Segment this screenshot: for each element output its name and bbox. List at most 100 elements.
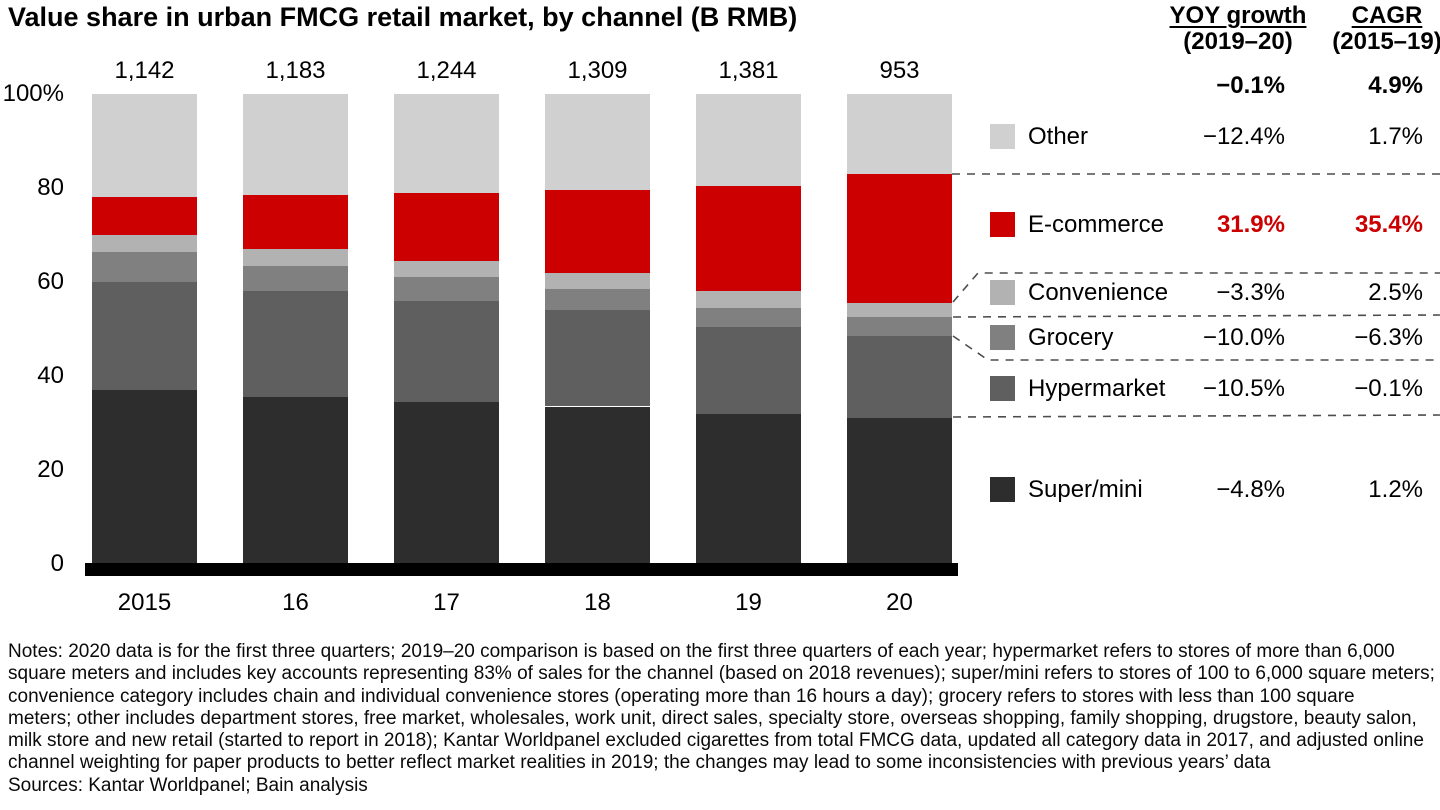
x-axis-label: 16 — [282, 589, 309, 616]
bar-total-label: 1,142 — [114, 57, 175, 84]
x-axis-label: 19 — [735, 589, 762, 616]
y-axis-tick-label: 40 — [37, 362, 64, 389]
grocery-yoy-value: −10.0% — [1202, 324, 1285, 351]
bar-segment-e-commerce — [243, 195, 348, 250]
bar-segment-e-commerce — [92, 197, 197, 235]
total-cagr-value: 4.9% — [1368, 72, 1423, 99]
super-mini-swatch-icon — [990, 477, 1015, 502]
y-axis-tick-label: 0 — [50, 550, 64, 577]
bar-segment-other — [92, 94, 197, 198]
hypermarket-swatch-icon — [990, 376, 1015, 401]
x-axis-line — [85, 563, 958, 576]
note-line: milk store and new retail (started to re… — [8, 730, 1424, 752]
super-mini-cagr-value: 1.2% — [1368, 476, 1423, 503]
bar-segment-convenience — [696, 291, 801, 308]
bar-total-label: 1,309 — [567, 57, 628, 84]
grocery-cagr-value: −6.3% — [1354, 324, 1423, 351]
bar-segment-other — [243, 94, 348, 195]
bar-segment-convenience — [92, 235, 197, 252]
note-line: meters; other includes department stores… — [8, 707, 1417, 729]
x-axis-label: 17 — [433, 589, 460, 616]
bar-segment-super-mini — [545, 406, 650, 564]
bar-total-label: 1,381 — [718, 57, 779, 84]
bar-total-label: 1,183 — [265, 57, 326, 84]
bar-segment-other — [394, 94, 499, 193]
x-axis-label: 20 — [886, 589, 913, 616]
legend-row-super-mini: Super/mini −4.8% 1.2% — [990, 477, 1440, 503]
yoy-growth-header-period: (2019–20) — [1183, 28, 1293, 55]
y-axis: 100% 80 60 40 20 0 — [0, 0, 64, 600]
yoy-growth-header-title: YOY growth — [1169, 2, 1307, 29]
bar-total-label: 953 — [879, 57, 920, 84]
legend-label-hypermarket: Hypermarket — [1028, 375, 1166, 402]
legend-row-other: Other −12.4% 1.7% — [990, 124, 1440, 150]
chart-title: Value share in urban FMCG retail market,… — [8, 2, 798, 32]
bar-segment-convenience — [243, 249, 348, 266]
cagr-column-header: CAGR (2015–19) — [1328, 3, 1440, 55]
note-line: square meters and includes key accounts … — [8, 663, 1435, 685]
bar-segment-e-commerce — [394, 192, 499, 261]
bar-segment-super-mini — [394, 401, 499, 564]
legend-row-ecommerce: E-commerce 31.9% 35.4% — [990, 212, 1440, 238]
bar-segment-other — [847, 94, 952, 174]
y-axis-tick-label: 60 — [37, 268, 64, 295]
cagr-header-title: CAGR — [1351, 2, 1423, 29]
other-yoy-value: −12.4% — [1202, 123, 1285, 150]
x-axis-label: 18 — [584, 589, 611, 616]
bar-segment-e-commerce — [847, 173, 952, 304]
y-axis-tick-label: 100% — [2, 80, 64, 107]
bar-segment-grocery — [545, 289, 650, 311]
note-line: Notes: 2020 data is for the first three … — [8, 641, 1395, 662]
bar-segment-super-mini — [243, 397, 348, 564]
bar-segment-super-mini — [696, 413, 801, 564]
bar-segment-grocery — [394, 277, 499, 301]
ecommerce-cagr-value: 35.4% — [1354, 211, 1423, 238]
bar-segment-grocery — [696, 307, 801, 327]
bar-segment-super-mini — [92, 390, 197, 564]
bar-segment-e-commerce — [545, 190, 650, 273]
ecommerce-swatch-icon — [990, 212, 1015, 237]
bar-segment-grocery — [92, 251, 197, 282]
bar-segment-hypermarket — [92, 282, 197, 391]
note-line: channel weighting for paper products to … — [8, 752, 1271, 774]
hypermarket-cagr-value: −0.1% — [1354, 375, 1423, 402]
legend-label-super-mini: Super/mini — [1028, 476, 1143, 503]
legend-row-grocery: Grocery −10.0% −6.3% — [990, 325, 1440, 351]
bar-segment-super-mini — [847, 418, 952, 564]
bar-segment-convenience — [545, 272, 650, 290]
bar-segment-other — [696, 94, 801, 186]
footnotes: Notes: 2020 data is for the first three … — [8, 641, 1440, 797]
legend-label-convenience: Convenience — [1028, 279, 1169, 306]
x-axis-label: 2015 — [117, 589, 172, 616]
bar-segment-other — [545, 94, 650, 191]
bar-segment-hypermarket — [243, 291, 348, 398]
bar-segment-hypermarket — [394, 300, 499, 402]
other-swatch-icon — [990, 124, 1015, 149]
bar-segment-hypermarket — [545, 310, 650, 407]
cagr-header-period: (2015–19) — [1332, 28, 1440, 55]
bar-segment-hypermarket — [696, 326, 801, 414]
convenience-swatch-icon — [990, 280, 1015, 305]
legend-row-hypermarket: Hypermarket −10.5% −0.1% — [990, 376, 1440, 402]
other-cagr-value: 1.7% — [1368, 123, 1423, 150]
convenience-yoy-value: −3.3% — [1216, 279, 1285, 306]
super-mini-yoy-value: −4.8% — [1216, 476, 1285, 503]
grocery-swatch-icon — [990, 325, 1015, 350]
legend-row-convenience: Convenience −3.3% 2.5% — [990, 280, 1440, 306]
bar-segment-convenience — [394, 260, 499, 278]
yoy-growth-column-header: YOY growth (2019–20) — [1153, 3, 1323, 55]
bar-segment-convenience — [847, 303, 952, 318]
y-axis-tick-label: 20 — [37, 456, 64, 483]
note-line: convenience category includes chain and … — [8, 685, 1355, 707]
bar-segment-hypermarket — [847, 336, 952, 419]
convenience-cagr-value: 2.5% — [1368, 279, 1423, 306]
hypermarket-yoy-value: −10.5% — [1202, 375, 1285, 402]
bar-segment-grocery — [243, 265, 348, 292]
legend-label-other: Other — [1028, 123, 1089, 150]
bar-segment-grocery — [847, 317, 952, 337]
legend-label-grocery: Grocery — [1028, 324, 1114, 351]
bar-segment-e-commerce — [696, 185, 801, 292]
legend-label-ecommerce: E-commerce — [1028, 211, 1165, 238]
total-yoy-value: −0.1% — [1216, 72, 1285, 99]
ecommerce-yoy-value: 31.9% — [1216, 211, 1285, 238]
